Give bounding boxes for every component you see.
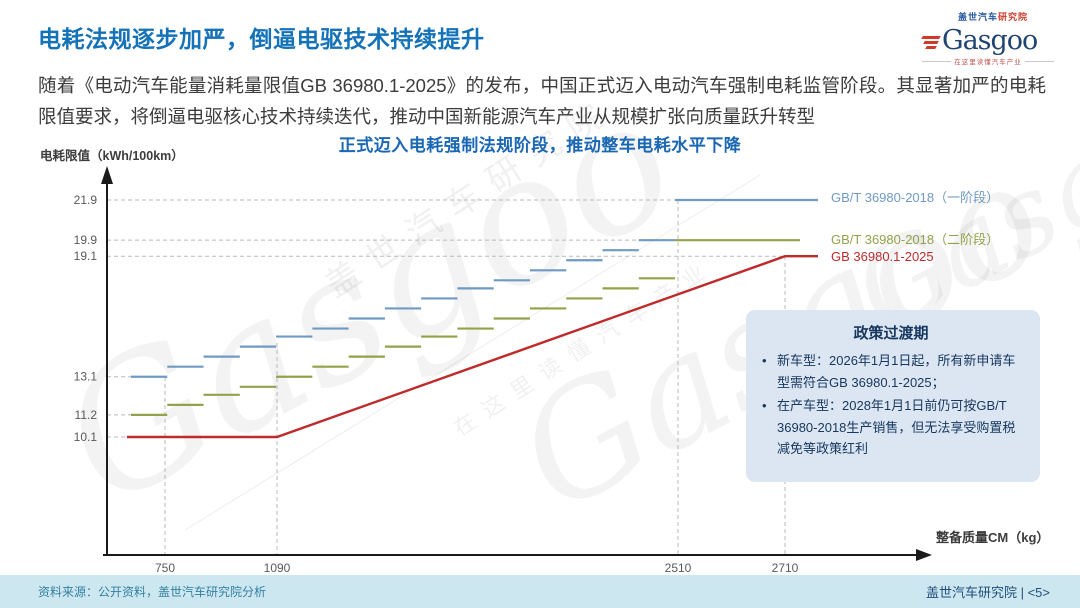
tick-labels: 21.9 19.9 19.1 13.1 11.2 10.1 750 1090 2510 2710 <box>74 193 799 575</box>
policy-item-new-models: 新车型：2026年1月1日起，所有新申请车型需符合GB 36980.1-2025… <box>760 350 1022 393</box>
policy-transition-box: 政策过渡期 新车型：2026年1月1日起，所有新申请车型需符合GB 36980.… <box>746 310 1040 482</box>
chart-subtitle: 正式迈入电耗强制法规阶段，推动整车电耗水平下降 <box>338 136 742 155</box>
red-limit-line <box>127 255 818 439</box>
logo-cn-red: 研究院 <box>998 12 1029 22</box>
footer-page-number: 盖世汽车研究院 | <5> <box>925 585 1050 600</box>
horizontal-gridlines <box>107 199 787 438</box>
y-tick-label: 19.9 <box>74 233 98 247</box>
y-tick-label: 13.1 <box>74 370 98 384</box>
logo-cn-blue: 盖世汽车 <box>958 12 999 22</box>
x-axis-arrow-icon <box>916 549 932 561</box>
intro-paragraph: 随着《电动汽车能量消耗量限值GB 36980.1-2025》的发布，中国正式迈入… <box>38 75 1046 127</box>
page-title: 电耗法规逐步加严，倒逼电驱技术持续提升 <box>38 26 485 52</box>
red-line-path <box>127 255 818 439</box>
x-axis <box>103 549 932 561</box>
x-tick-label: 1090 <box>264 561 291 575</box>
step-series <box>131 198 818 417</box>
policy-list: 新车型：2026年1月1日起，所有新申请车型需符合GB 36980.1-2025… <box>760 350 1022 460</box>
footer-source-text: 资料来源：公开资料，盖世汽车研究院分析 <box>38 585 267 599</box>
logo-brand-text: Gasgoo <box>942 25 1038 56</box>
logo-wordmark: Gasgoo <box>921 24 1054 56</box>
y-tick-label: 11.2 <box>75 408 98 422</box>
policy-item-in-production: 在产车型：2028年1月1日前仍可按GB/T 36980-2018生产销售，但无… <box>760 395 1022 460</box>
series-legend: GB/T 36980-2018（一阶段） GB/T 36980-2018（二阶段）… <box>831 190 999 264</box>
footer-bar: 资料来源：公开资料，盖世汽车研究院分析 盖世汽车研究院 | <5> <box>0 575 1080 608</box>
y-axis-arrow-icon <box>101 166 113 184</box>
x-tick-label: 2710 <box>772 561 799 575</box>
y-tick-label: 19.1 <box>74 249 98 263</box>
tagline-dash-right <box>1024 60 1054 62</box>
y-tick-label: 21.9 <box>74 193 98 207</box>
x-axis-title: 整备质量CM（kg） <box>936 530 1050 545</box>
y-axis <box>101 166 113 556</box>
logo-cn-text: 盖世汽车研究院 <box>958 10 1054 23</box>
tagline-dash-left <box>922 60 952 62</box>
logo-tagline: 在这里读懂汽车产业 <box>922 56 1054 66</box>
legend-label: GB/T 36980-2018（一阶段） <box>831 190 999 205</box>
legend-label: GB 36980.1-2025 <box>831 249 934 264</box>
gasgoo-logo: 盖世汽车研究院 Gasgoo 在这里读懂汽车产业 <box>921 10 1054 66</box>
tagline-text: 在这里读懂汽车产业 <box>954 59 1022 66</box>
x-tick-label: 750 <box>155 561 175 575</box>
legend-label: GB/T 36980-2018（二阶段） <box>831 232 999 247</box>
x-tick-label: 2510 <box>665 561 692 575</box>
vertical-gridlines <box>164 200 786 555</box>
watermark-diagonal-line <box>184 174 761 531</box>
y-tick-label: 10.1 <box>74 430 98 444</box>
y-axis-title: 电耗限值（kWh/100km） <box>40 149 184 163</box>
policy-box-title: 政策过渡期 <box>853 325 929 342</box>
